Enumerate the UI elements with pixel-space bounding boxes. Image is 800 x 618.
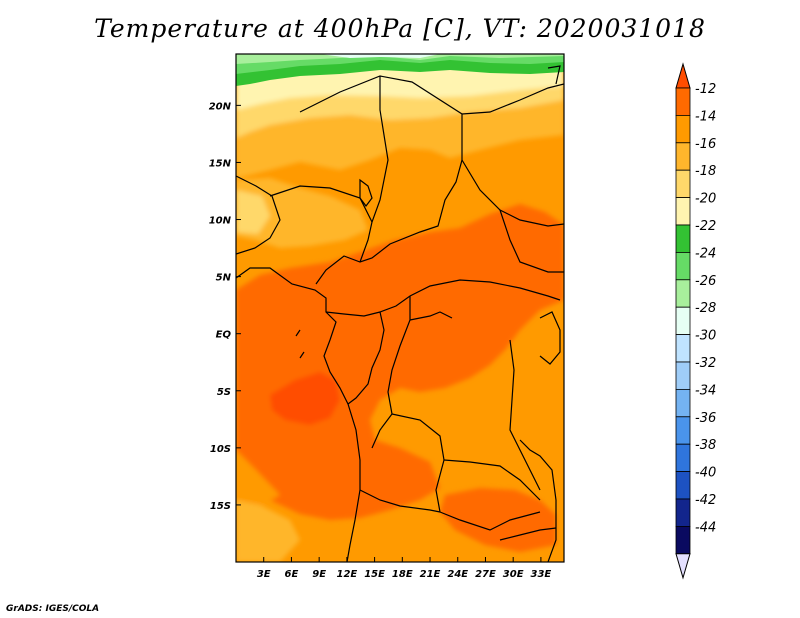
colorbar-label: -42: [695, 493, 716, 508]
colorbar-box: [675, 197, 691, 226]
contour-minus30-north: [320, 54, 440, 58]
colorbar-label: -18: [695, 164, 716, 179]
colorbar-box: [675, 169, 691, 198]
colorbar-box: [675, 526, 691, 555]
contour-minus12-angola: [270, 372, 340, 425]
colorbar-box: [675, 471, 691, 500]
lon-label: 18E: [392, 569, 413, 580]
colorbar-label: -26: [695, 274, 716, 289]
lon-label: 27E: [475, 569, 496, 580]
lon-label: 33E: [531, 569, 552, 580]
lon-label: 30E: [503, 569, 524, 580]
lat-label: 5N: [216, 273, 232, 284]
lon-label: 3E: [257, 569, 271, 580]
colorbar-box: [675, 306, 691, 336]
lat-label: EQ: [216, 330, 232, 341]
chart-title: Temperature at 400hPa [C], VT: 202003101…: [94, 14, 706, 43]
grads-credit: GrADS: IGES/COLA: [6, 604, 100, 614]
country-borders: [236, 65, 564, 562]
contour-minus14-southeast: [440, 488, 556, 552]
colorbar-label: -32: [695, 356, 716, 371]
colorbar-box: [675, 87, 691, 116]
colorbar-box: [675, 251, 691, 281]
colorbar-box: [675, 279, 691, 308]
colorbar-top-arrow: [675, 62, 691, 89]
colorbar-label: -12: [695, 82, 716, 97]
colorbar: -12 -14 -16 -18 -20 -22 -24 -26 -28 -30 -32 -34 -36 -…: [675, 62, 716, 580]
colorbar-box: [675, 224, 691, 253]
lon-label: 9E: [312, 569, 326, 580]
colorbar-box: [675, 142, 691, 171]
lon-label: 6E: [285, 569, 299, 580]
latitude-labels: 20N 15N 10N 5N EQ 5S 10S 15S: [209, 101, 241, 512]
temperature-field: [236, 54, 564, 562]
colorbar-label: -20: [695, 192, 716, 207]
lat-label: 10N: [209, 216, 232, 227]
colorbar-box: [675, 443, 691, 473]
contour-minus18-west: [236, 178, 368, 248]
colorbar-box: [675, 334, 691, 363]
colorbar-label: -40: [695, 466, 716, 481]
contour-minus16-southwest: [236, 450, 280, 505]
colorbar-label: -38: [695, 438, 716, 453]
lat-label: 5S: [217, 387, 231, 398]
colorbar-box: [675, 115, 691, 144]
colorbar-bottom-arrow: [675, 553, 691, 580]
contour-minus18-south: [236, 500, 300, 562]
colorbar-box: [675, 361, 691, 390]
colorbar-label: -22: [695, 219, 716, 234]
colorbar-label: -34: [695, 383, 716, 398]
colorbar-label: -30: [695, 329, 716, 344]
lon-label: 24E: [447, 569, 468, 580]
colorbar-label: -24: [695, 246, 716, 261]
colorbar-label: -44: [695, 520, 716, 535]
map-frame: [235, 53, 565, 563]
lon-label: 12E: [336, 569, 357, 580]
longitude-labels: 3E 6E 9E 12E 15E 18E 21E 24E 27E 30E 33E: [257, 557, 552, 580]
contour-minus14-central: [236, 204, 564, 520]
lat-label: 15S: [210, 501, 231, 512]
colorbar-box: [675, 388, 691, 418]
colorbar-box: [675, 498, 691, 527]
contour-minus20-west: [236, 190, 270, 234]
colorbar-label: -36: [695, 411, 716, 426]
colorbar-box: [675, 416, 691, 445]
colorbar-label: -16: [695, 137, 716, 152]
colorbar-label: -14: [695, 109, 716, 124]
lat-label: 20N: [209, 101, 232, 112]
contour-minus28-north: [236, 54, 564, 64]
colorbar-label: -28: [695, 301, 716, 316]
lat-label: 15N: [209, 158, 232, 169]
lon-label: 21E: [420, 569, 441, 580]
lon-label: 15E: [364, 569, 385, 580]
lat-label: 10S: [210, 444, 231, 455]
